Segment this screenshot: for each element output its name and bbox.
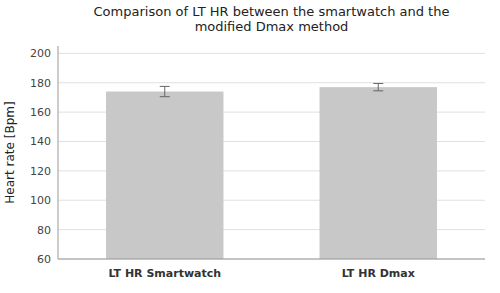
chart: Comparison of LT HR between the smartwat…	[0, 0, 500, 293]
y-tick-label: 200	[30, 47, 51, 60]
error-stem	[378, 83, 379, 90]
error-stem	[164, 86, 165, 96]
grid-line	[58, 53, 485, 54]
y-tick-label: 60	[37, 253, 51, 266]
y-tick-label: 120	[30, 165, 51, 178]
grid	[58, 53, 485, 259]
grid-line	[58, 259, 485, 260]
error-cap	[160, 86, 170, 87]
title: Comparison of LT HR between the smartwat…	[94, 4, 450, 34]
grid-line	[58, 82, 485, 83]
y-tick-label: 180	[30, 77, 51, 90]
y-tick-label: 140	[30, 135, 51, 148]
y-tick-label: 100	[30, 194, 51, 207]
y-tick-label: 160	[30, 106, 51, 119]
x-tick-label: LT HR Dmax	[342, 267, 415, 280]
error-bar	[373, 83, 383, 90]
error-cap	[373, 83, 383, 84]
bar	[106, 92, 223, 259]
bar	[320, 87, 437, 259]
title-line: Comparison of LT HR between the smartwat…	[94, 4, 450, 19]
x-axis-line	[58, 259, 485, 260]
error-cap	[373, 90, 383, 91]
title-line: modified Dmax method	[195, 19, 349, 34]
y-axis-line	[58, 46, 59, 259]
y-axis-label: Heart rate [Bpm]	[3, 101, 17, 203]
y-tick-label: 80	[37, 224, 51, 237]
error-cap	[160, 96, 170, 97]
marks	[106, 83, 437, 259]
error-bar	[160, 86, 170, 96]
x-tick-label: LT HR Smartwatch	[108, 267, 221, 280]
